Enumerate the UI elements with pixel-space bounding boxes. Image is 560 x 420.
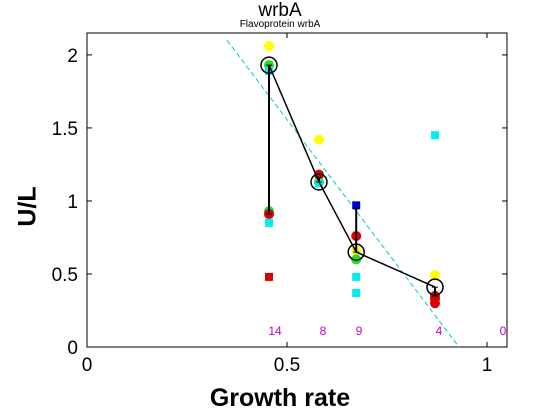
y-tick-label: 0.5 <box>52 265 78 286</box>
mean-line <box>269 65 435 287</box>
sample-count-label: 4 <box>436 324 443 338</box>
sample-count-label: 0 <box>500 324 507 338</box>
x-tick-label: 1 <box>482 355 493 376</box>
sample-count-label: 9 <box>356 324 363 338</box>
y-tick-label: 0 <box>67 338 78 359</box>
data-point-square <box>265 219 273 227</box>
sample-count-label: 8 <box>320 324 327 338</box>
axes-box <box>87 33 507 347</box>
y-tick-label: 1.5 <box>52 119 78 140</box>
sample-count-label: 14 <box>268 324 282 338</box>
x-axis-label: Growth rate <box>0 384 560 413</box>
data-point-square <box>431 131 439 139</box>
data-point-circle <box>264 41 274 51</box>
data-point-circle <box>314 135 324 145</box>
data-point-square <box>352 273 360 281</box>
x-tick-label: 0 <box>82 355 93 376</box>
data-point-circle <box>430 298 440 308</box>
data-point-square <box>265 273 273 281</box>
y-axis-label: U/L <box>14 167 43 247</box>
fit-line <box>227 40 459 347</box>
data-point-square <box>352 289 360 297</box>
y-tick-label: 2 <box>67 46 78 67</box>
plot-content: 14 8 9 4 0 <box>227 40 507 347</box>
y-tick-label: 1 <box>67 192 78 213</box>
x-tick-label: 0.5 <box>274 355 300 376</box>
